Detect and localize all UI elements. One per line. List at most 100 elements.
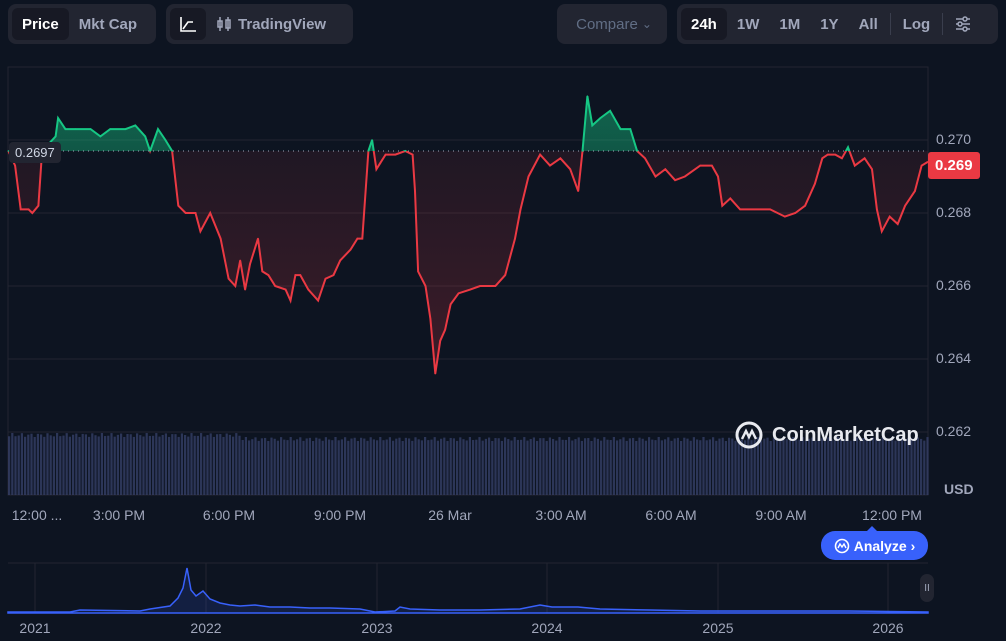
price-point	[394, 153, 397, 156]
navigator-handle[interactable]: II	[920, 574, 934, 602]
volume-bar	[667, 437, 670, 495]
volume-bar	[219, 434, 222, 495]
price-point	[841, 157, 843, 160]
volume-bar	[296, 439, 299, 495]
range-1w[interactable]: 1W	[736, 15, 760, 33]
volume-bar	[724, 440, 727, 495]
volume-bar	[884, 439, 887, 495]
volume-bar	[500, 440, 503, 495]
volume-bar	[545, 440, 548, 495]
settings-button[interactable]	[945, 8, 981, 40]
volume-bar	[484, 438, 487, 495]
volume-bar	[673, 438, 676, 495]
volume-bar	[596, 438, 599, 495]
volume-bar	[644, 440, 647, 495]
price-point	[539, 153, 541, 156]
volume-bar	[510, 440, 513, 495]
price-point	[149, 150, 151, 152]
volume-bar	[865, 438, 868, 495]
volume-bar	[363, 438, 366, 495]
range-24h[interactable]: 24h	[681, 8, 727, 40]
area-below-baseline	[8, 150, 928, 374]
price-point	[31, 212, 34, 214]
tradingview-label: TradingView	[238, 15, 327, 33]
volume-bar	[324, 437, 327, 495]
volume-bar	[424, 437, 427, 495]
range-1y[interactable]: 1Y	[820, 15, 839, 33]
price-point	[144, 135, 146, 138]
volume-bar	[126, 434, 129, 495]
x-tick-label: 6:00 PM	[202, 507, 256, 523]
price-point	[57, 117, 59, 119]
price-point	[569, 168, 571, 170]
volume-bar	[868, 440, 871, 495]
price-point	[284, 288, 287, 291]
volume-bar	[593, 437, 596, 495]
volume-bar	[910, 438, 913, 495]
volume-bar	[635, 440, 638, 495]
volume-bar	[110, 433, 113, 495]
price-point	[54, 135, 57, 138]
volume-bar	[616, 440, 619, 495]
volume-bar	[113, 436, 116, 495]
volume-bar	[776, 438, 779, 495]
tab-price[interactable]: Price	[12, 8, 69, 40]
volume-bar	[388, 437, 391, 495]
range-all[interactable]: All	[858, 15, 878, 33]
volume-bar	[443, 437, 446, 495]
volume-bar	[721, 437, 724, 495]
volume-bar	[145, 433, 148, 495]
volume-bar	[190, 433, 193, 495]
volume-bar	[843, 439, 846, 495]
navigator-year-label: 2026	[872, 620, 904, 636]
price-point	[847, 146, 849, 149]
volume-bar	[360, 437, 363, 495]
volume-bar	[225, 433, 228, 495]
volume-bar	[283, 439, 286, 495]
volume-bar	[75, 433, 78, 495]
price-point	[514, 237, 516, 240]
volume-bar	[632, 437, 635, 495]
range-1m[interactable]: 1M	[779, 15, 801, 33]
chevron-down-icon: ⌄	[641, 17, 652, 31]
volume-bar	[299, 437, 302, 495]
log-toggle[interactable]: Log	[902, 15, 931, 33]
volume-bar	[811, 437, 814, 495]
tab-mkt-cap[interactable]: Mkt Cap	[78, 15, 138, 33]
coinmarketcap-watermark: CoinMarketCap	[734, 420, 919, 450]
line-chart-button[interactable]	[170, 8, 206, 40]
price-point	[674, 179, 676, 181]
volume-bar	[40, 434, 43, 495]
volume-bar	[366, 440, 369, 495]
price-point	[429, 318, 432, 320]
volume-bar	[539, 438, 542, 495]
volume-bar	[753, 439, 756, 495]
price-point	[411, 153, 414, 156]
compare-dropdown[interactable]: Compare ⌄	[557, 4, 667, 44]
volume-bar	[180, 433, 183, 495]
volume-bar	[670, 440, 673, 495]
volume-bar	[196, 435, 199, 495]
price-point	[644, 157, 646, 160]
price-point	[439, 339, 441, 342]
tradingview-button[interactable]: TradingView	[206, 8, 336, 40]
baseline-price-label: 0.2697	[9, 142, 61, 163]
volume-bar	[401, 440, 404, 495]
volume-bar	[414, 437, 417, 495]
volume-bar	[385, 439, 388, 495]
price-point	[729, 197, 732, 200]
volume-bar	[264, 437, 267, 495]
last-price-label: 0.269	[928, 152, 980, 179]
price-point	[591, 124, 594, 127]
price-points	[7, 95, 929, 375]
volume-bar	[369, 437, 372, 495]
price-point	[479, 285, 481, 287]
volume-bar	[609, 440, 612, 495]
volume-bar	[590, 440, 593, 495]
navigator-year-label: 2022	[190, 620, 222, 636]
volume-bar	[148, 435, 151, 495]
analyze-button[interactable]: Analyze ›	[821, 526, 928, 560]
volume-bar	[142, 436, 145, 495]
volume-bar	[81, 433, 84, 495]
